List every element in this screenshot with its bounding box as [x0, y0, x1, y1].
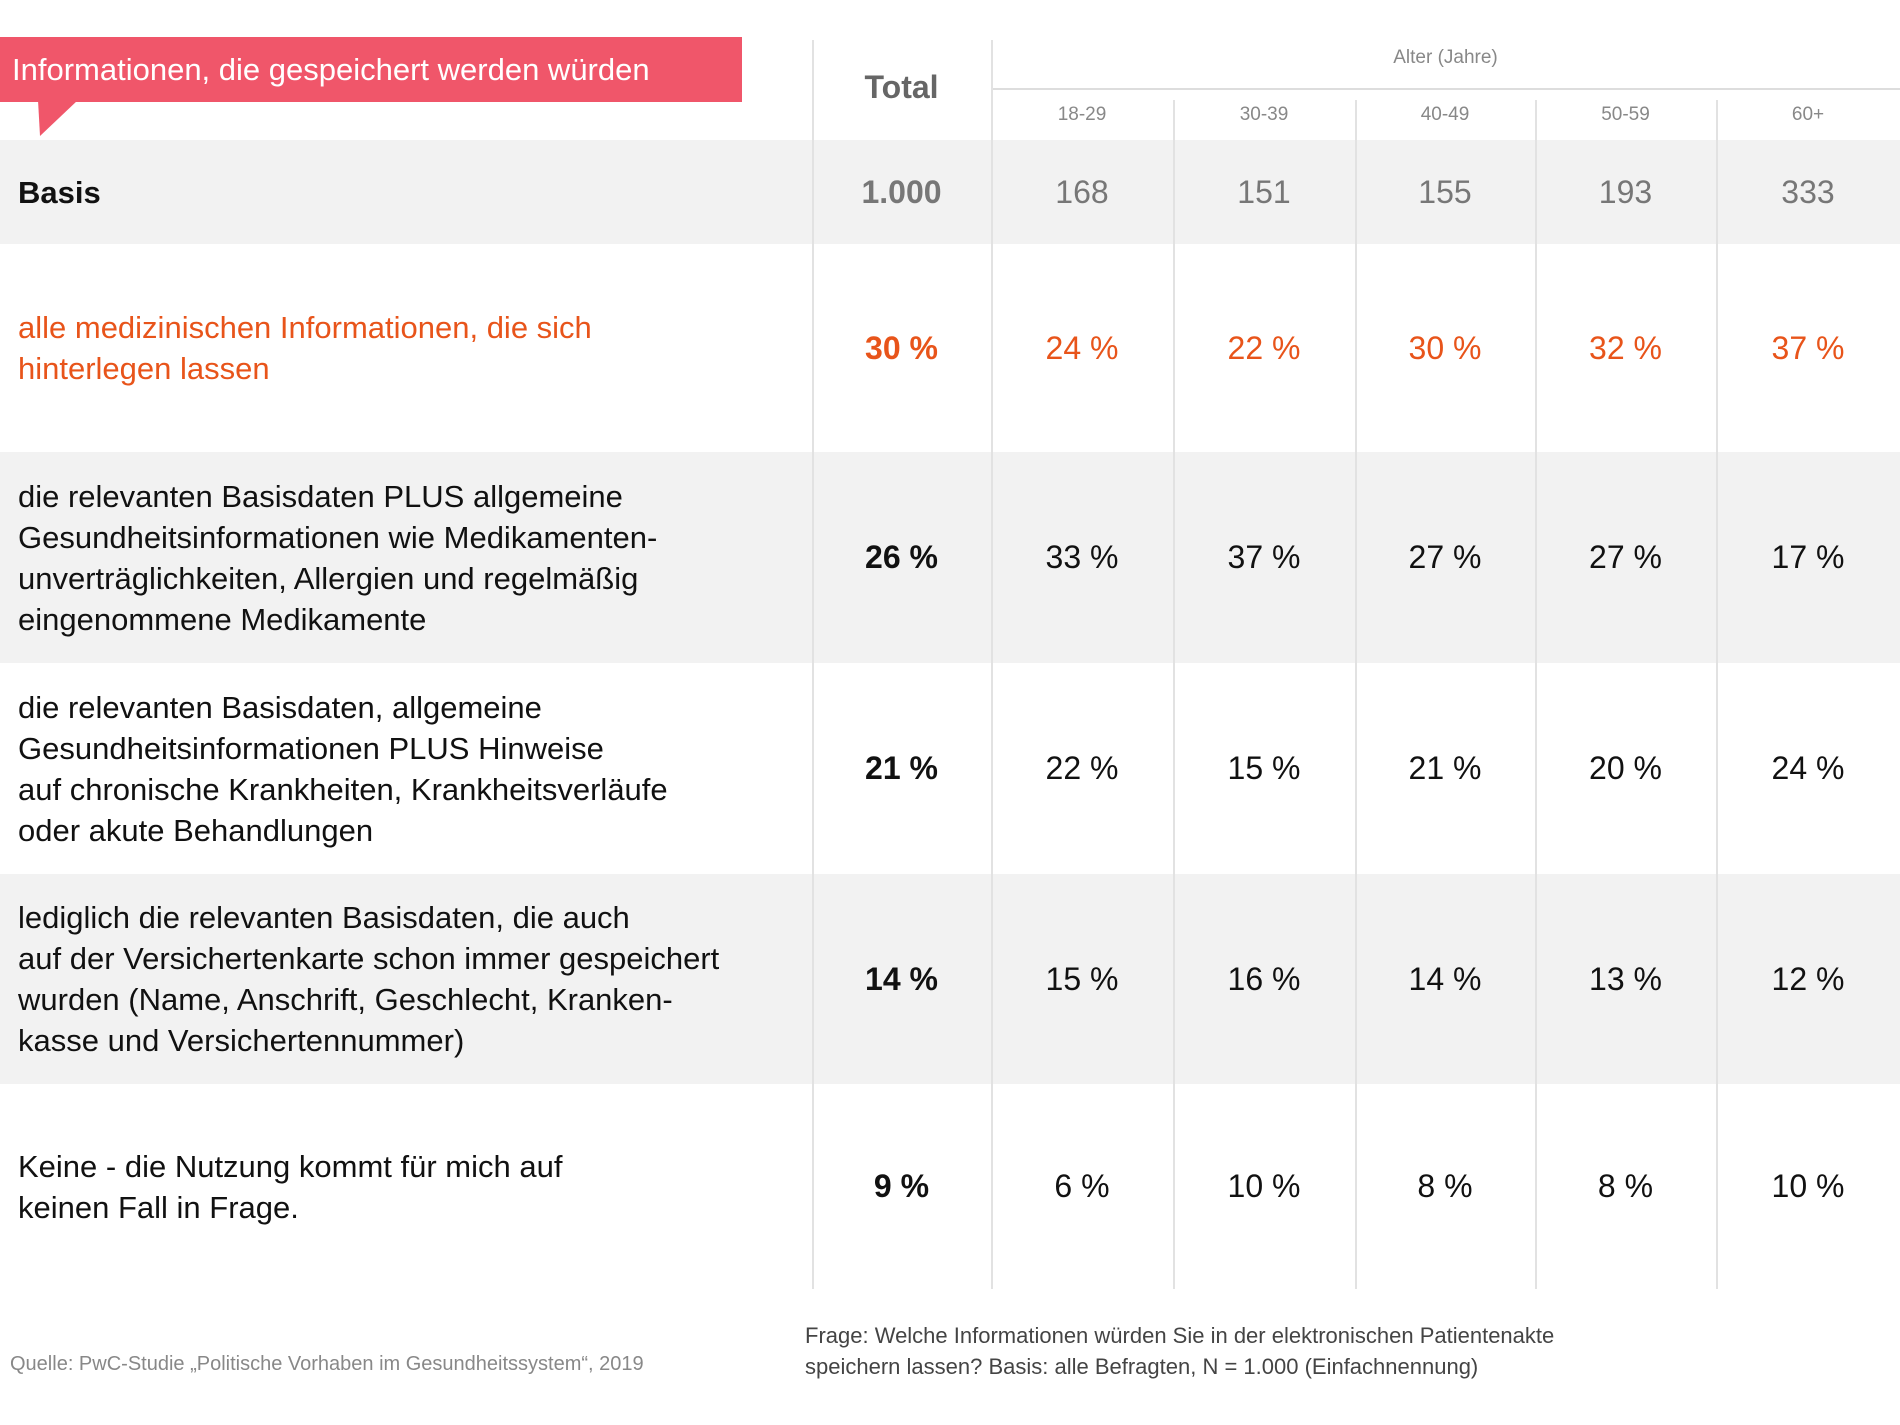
header-rule: [991, 88, 1900, 90]
value-cell: 8 %: [1417, 1168, 1473, 1204]
tag-pointer: [38, 100, 78, 136]
column-divider: [812, 40, 814, 1289]
row-background: [0, 452, 1900, 663]
age-group-header: Alter (Jahre): [1393, 46, 1498, 68]
value-cell: 151: [1237, 173, 1291, 210]
value-cell: 13 %: [1589, 960, 1662, 997]
total-cell: 1.000: [861, 173, 942, 210]
total-header: Total: [864, 69, 939, 105]
row-label: Basis: [18, 174, 101, 210]
row-background: [0, 140, 1900, 244]
row-label: die relevanten Basisdaten, allgemeine Ge…: [18, 689, 668, 848]
value-cell: 10 %: [1771, 1168, 1845, 1204]
value-cell: 8 %: [1597, 1168, 1654, 1204]
value-cell: 168: [1055, 173, 1109, 210]
value-cell: 333: [1781, 173, 1835, 210]
value-cell: 6 %: [1054, 1168, 1110, 1204]
value-cell: 14 %: [1408, 960, 1482, 997]
column-divider: [1173, 100, 1175, 1289]
value-cell: 20 %: [1589, 750, 1662, 786]
tag: Informationen, die gespeichert werden wü…: [0, 37, 742, 102]
value-cell: 30 %: [1408, 329, 1482, 366]
row-label: Keine - die Nutzung kommt für mich auf k…: [18, 1148, 563, 1225]
source: Quelle: PwC-Studie „Politische Vorhaben …: [10, 1353, 644, 1375]
value-cell: 22 %: [1227, 329, 1301, 366]
total-cell: 21 %: [865, 750, 938, 786]
value-cell: 27 %: [1408, 539, 1482, 575]
value-cell: 22 %: [1045, 750, 1119, 786]
value-cell: 21 %: [1408, 750, 1482, 786]
column-divider: [1535, 100, 1537, 1289]
value-cell: 15 %: [1045, 960, 1119, 997]
value-cell: 17 %: [1771, 539, 1845, 575]
age-header: 40-49: [1420, 104, 1470, 125]
column-divider: [991, 40, 993, 1289]
row-label: alle medizinischen Informationen, die si…: [18, 310, 592, 386]
age-header: 30-39: [1239, 104, 1289, 125]
value-cell: 193: [1598, 173, 1653, 210]
value-cell: 155: [1418, 173, 1472, 210]
value-cell: 24 %: [1771, 750, 1845, 786]
age-header: 60+: [1791, 104, 1825, 125]
value-cell: 37 %: [1227, 539, 1301, 575]
question: Frage: Welche Informationen würden Sie i…: [805, 1323, 1555, 1379]
row-label: die relevanten Basisdaten PLUS allgemein…: [18, 478, 658, 637]
value-cell: 27 %: [1589, 539, 1662, 575]
value-cell: 16 %: [1227, 960, 1301, 997]
value-cell: 24 %: [1045, 329, 1119, 366]
value-cell: 37 %: [1771, 329, 1845, 366]
age-header: 50-59: [1601, 104, 1650, 125]
value-cell: 32 %: [1589, 329, 1662, 366]
total-cell: 30 %: [865, 329, 938, 366]
row-background: [0, 874, 1900, 1084]
total-cell: 9 %: [873, 1168, 930, 1204]
value-cell: 15 %: [1227, 750, 1301, 786]
column-divider: [1716, 100, 1718, 1289]
value-cell: 33 %: [1045, 539, 1119, 575]
value-cell: 10 %: [1227, 1168, 1301, 1204]
total-cell: 26 %: [865, 539, 938, 575]
age-header: 18-29: [1057, 104, 1107, 125]
column-divider: [1355, 100, 1357, 1289]
value-cell: 12 %: [1771, 960, 1845, 997]
row-label: lediglich die relevanten Basisdaten, die…: [18, 900, 720, 1058]
total-cell: 14 %: [865, 960, 938, 997]
